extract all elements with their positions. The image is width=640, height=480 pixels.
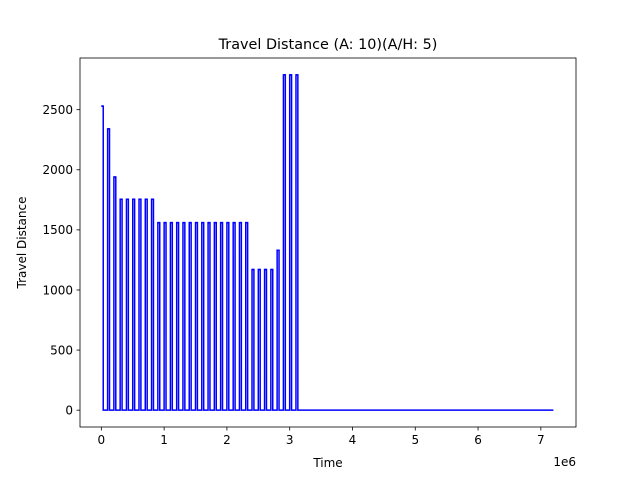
x-tick-label: 2 [223,433,231,447]
series-line-0 [101,74,554,411]
plot-area [101,74,554,411]
x-axis: 0 1 2 3 4 5 6 7 [98,427,545,447]
x-tick-label: 0 [98,433,106,447]
x-tick-label: 5 [411,433,419,447]
y-tick-label: 1000 [42,283,73,297]
y-tick-label: 2500 [42,103,73,117]
x-tick-label: 7 [537,433,545,447]
y-tick-label: 500 [50,343,73,357]
x-tick-label: 1 [160,433,168,447]
x-tick-label: 4 [349,433,357,447]
y-axis-label: Travel Distance [15,197,29,290]
x-offset-label: 1e6 [553,455,576,469]
chart-title: Travel Distance (A: 10)(A/H: 5) [218,37,438,53]
axes-frame [79,57,577,428]
y-axis: 0 500 1000 1500 2000 2500 [42,103,80,417]
x-tick-label: 3 [286,433,294,447]
y-tick-label: 1500 [42,223,73,237]
y-tick-label: 0 [65,403,73,417]
y-tick-label: 2000 [42,163,73,177]
x-tick-label: 6 [474,433,482,447]
x-axis-label: Time [312,456,342,470]
